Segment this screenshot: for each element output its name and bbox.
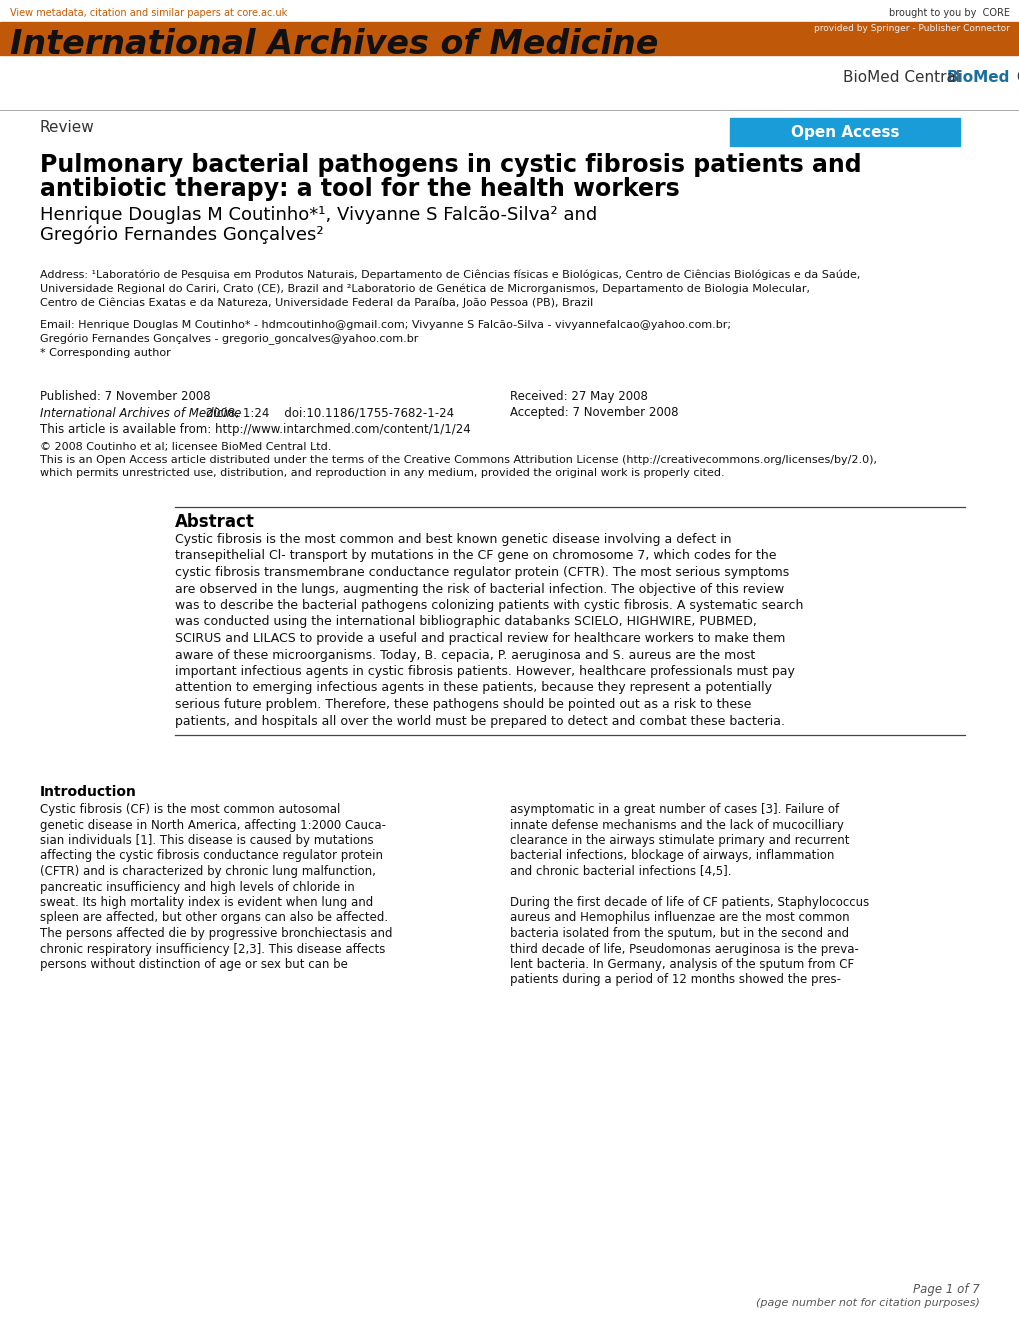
Text: Abstract: Abstract (175, 512, 255, 531)
Text: important infectious agents in cystic fibrosis patients. However, healthcare pro: important infectious agents in cystic fi… (175, 665, 794, 678)
Text: which permits unrestricted use, distribution, and reproduction in any medium, pr: which permits unrestricted use, distribu… (40, 467, 723, 478)
Text: and chronic bacterial infections [4,5].: and chronic bacterial infections [4,5]. (510, 865, 731, 878)
Text: Published: 7 November 2008: Published: 7 November 2008 (40, 391, 210, 402)
Text: aureus and Hemophilus influenzae are the most common: aureus and Hemophilus influenzae are the… (510, 911, 849, 924)
Text: Universidade Regional do Cariri, Crato (CE), Brazil and ²Laboratorio de Genética: Universidade Regional do Cariri, Crato (… (40, 285, 809, 294)
Text: Page 1 of 7: Page 1 of 7 (912, 1283, 979, 1296)
Text: lent bacteria. In Germany, analysis of the sputum from CF: lent bacteria. In Germany, analysis of t… (510, 959, 853, 970)
Text: patients during a period of 12 months showed the pres-: patients during a period of 12 months sh… (510, 973, 841, 986)
Text: Henrique Douglas M Coutinho*¹, Vivyanne S Falcão-Silva² and: Henrique Douglas M Coutinho*¹, Vivyanne … (40, 207, 597, 224)
Text: transepithelial Cl- transport by mutations in the CF gene on chromosome 7, which: transepithelial Cl- transport by mutatio… (175, 549, 775, 563)
Text: sweat. Its high mortality index is evident when lung and: sweat. Its high mortality index is evide… (40, 896, 373, 910)
Text: third decade of life, Pseudomonas aeruginosa is the preva-: third decade of life, Pseudomonas aerugi… (510, 943, 858, 956)
Text: Gregório Fernandes Gonçalves - gregorio_goncalves@yahoo.com.br: Gregório Fernandes Gonçalves - gregorio_… (40, 334, 418, 346)
Text: cystic fibrosis transmembrane conductance regulator protein (CFTR). The most ser: cystic fibrosis transmembrane conductanc… (175, 565, 789, 579)
Text: bacterial infections, blockage of airways, inflammation: bacterial infections, blockage of airway… (510, 850, 834, 862)
Text: affecting the cystic fibrosis conductance regulator protein: affecting the cystic fibrosis conductanc… (40, 850, 382, 862)
Text: patients, and hospitals all over the world must be prepared to detect and combat: patients, and hospitals all over the wor… (175, 715, 785, 727)
Text: Introduction: Introduction (40, 785, 137, 798)
Text: bacteria isolated from the sputum, but in the second and: bacteria isolated from the sputum, but i… (510, 927, 848, 940)
Text: innate defense mechanisms and the lack of mucocilliary: innate defense mechanisms and the lack o… (510, 818, 843, 831)
Text: Cystic fibrosis is the most common and best known genetic disease involving a de: Cystic fibrosis is the most common and b… (175, 534, 731, 545)
Text: chronic respiratory insufficiency [2,3]. This disease affects: chronic respiratory insufficiency [2,3].… (40, 943, 385, 956)
Text: Review: Review (40, 120, 95, 135)
Text: sian individuals [1]. This disease is caused by mutations: sian individuals [1]. This disease is ca… (40, 834, 373, 847)
Text: SCIRUS and LILACS to provide a useful and practical review for healthcare worker: SCIRUS and LILACS to provide a useful an… (175, 632, 785, 645)
Text: The persons affected die by progressive bronchiectasis and: The persons affected die by progressive … (40, 927, 392, 940)
Text: are observed in the lungs, augmenting the risk of bacterial infection. The objec: are observed in the lungs, augmenting th… (175, 583, 784, 596)
Text: International Archives of Medicine: International Archives of Medicine (40, 406, 242, 420)
Text: was to describe the bacterial pathogens colonizing patients with cystic fibrosis: was to describe the bacterial pathogens … (175, 598, 803, 612)
Text: Centro de Ciências Exatas e da Natureza, Universidade Federal da Paraíba, João P: Centro de Ciências Exatas e da Natureza,… (40, 298, 593, 308)
Text: asymptomatic in a great number of cases [3]. Failure of: asymptomatic in a great number of cases … (510, 802, 839, 816)
Bar (0, 23, 1019, 56)
Text: Open Access: Open Access (790, 124, 899, 139)
Text: 2008, 1:24    doi:10.1186/1755-7682-1-24: 2008, 1:24 doi:10.1186/1755-7682-1-24 (202, 406, 453, 420)
Text: (CFTR) and is characterized by chronic lung malfunction,: (CFTR) and is characterized by chronic l… (40, 865, 376, 878)
Text: Received: 27 May 2008: Received: 27 May 2008 (510, 391, 647, 402)
Text: attention to emerging infectious agents in these patients, because they represen: attention to emerging infectious agents … (175, 682, 771, 695)
Text: Address: ¹Laboratório de Pesquisa em Produtos Naturais, Departamento de Ciências: Address: ¹Laboratório de Pesquisa em Pro… (40, 270, 860, 281)
Text: This article is available from: http://www.intarchmed.com/content/1/1/24: This article is available from: http://w… (40, 422, 471, 436)
Text: Accepted: 7 November 2008: Accepted: 7 November 2008 (510, 406, 678, 418)
Text: genetic disease in North America, affecting 1:2000 Cauca-: genetic disease in North America, affect… (40, 818, 385, 831)
Text: BioMed Central: BioMed Central (842, 70, 959, 85)
Text: During the first decade of life of CF patients, Staphylococcus: During the first decade of life of CF pa… (510, 896, 868, 910)
Text: (page number not for citation purposes): (page number not for citation purposes) (755, 1298, 979, 1308)
Text: Pulmonary bacterial pathogens in cystic fibrosis patients and: Pulmonary bacterial pathogens in cystic … (40, 154, 861, 177)
Text: persons without distinction of age or sex but can be: persons without distinction of age or se… (40, 959, 347, 970)
Text: Cystic fibrosis (CF) is the most common autosomal: Cystic fibrosis (CF) is the most common … (40, 802, 340, 816)
Text: provided by Springer - Publisher Connector: provided by Springer - Publisher Connect… (813, 24, 1009, 33)
Text: © 2008 Coutinho et al; licensee BioMed Central Ltd.: © 2008 Coutinho et al; licensee BioMed C… (40, 442, 331, 451)
Text: International Archives of Medicine: International Archives of Medicine (10, 28, 657, 61)
Text: aware of these microorganisms. Today, B. cepacia, P. aeruginosa and S. aureus ar: aware of these microorganisms. Today, B.… (175, 649, 754, 662)
Text: brought to you by  CORE: brought to you by CORE (889, 8, 1009, 19)
Text: * Corresponding author: * Corresponding author (40, 348, 170, 357)
Text: pancreatic insufficiency and high levels of chloride in: pancreatic insufficiency and high levels… (40, 880, 355, 894)
Text: spleen are affected, but other organs can also be affected.: spleen are affected, but other organs ca… (40, 911, 388, 924)
Bar (730, 118, 959, 146)
Text: Central: Central (1011, 70, 1019, 85)
Text: This is an Open Access article distributed under the terms of the Creative Commo: This is an Open Access article distribut… (40, 455, 876, 465)
Text: antibiotic therapy: a tool for the health workers: antibiotic therapy: a tool for the healt… (40, 177, 679, 201)
Text: serious future problem. Therefore, these pathogens should be pointed out as a ri: serious future problem. Therefore, these… (175, 698, 751, 711)
Text: Email: Henrique Douglas M Coutinho* - hdmcoutinho@gmail.com; Vivyanne S Falcão-S: Email: Henrique Douglas M Coutinho* - hd… (40, 320, 731, 330)
Text: was conducted using the international bibliographic databanks SCIELO, HIGHWIRE, : was conducted using the international bi… (175, 616, 756, 629)
Text: BioMed: BioMed (946, 70, 1009, 85)
Text: clearance in the airways stimulate primary and recurrent: clearance in the airways stimulate prima… (510, 834, 849, 847)
Text: View metadata, citation and similar papers at core.ac.uk: View metadata, citation and similar pape… (10, 8, 287, 19)
Text: Gregório Fernandes Gonçalves²: Gregório Fernandes Gonçalves² (40, 226, 323, 245)
